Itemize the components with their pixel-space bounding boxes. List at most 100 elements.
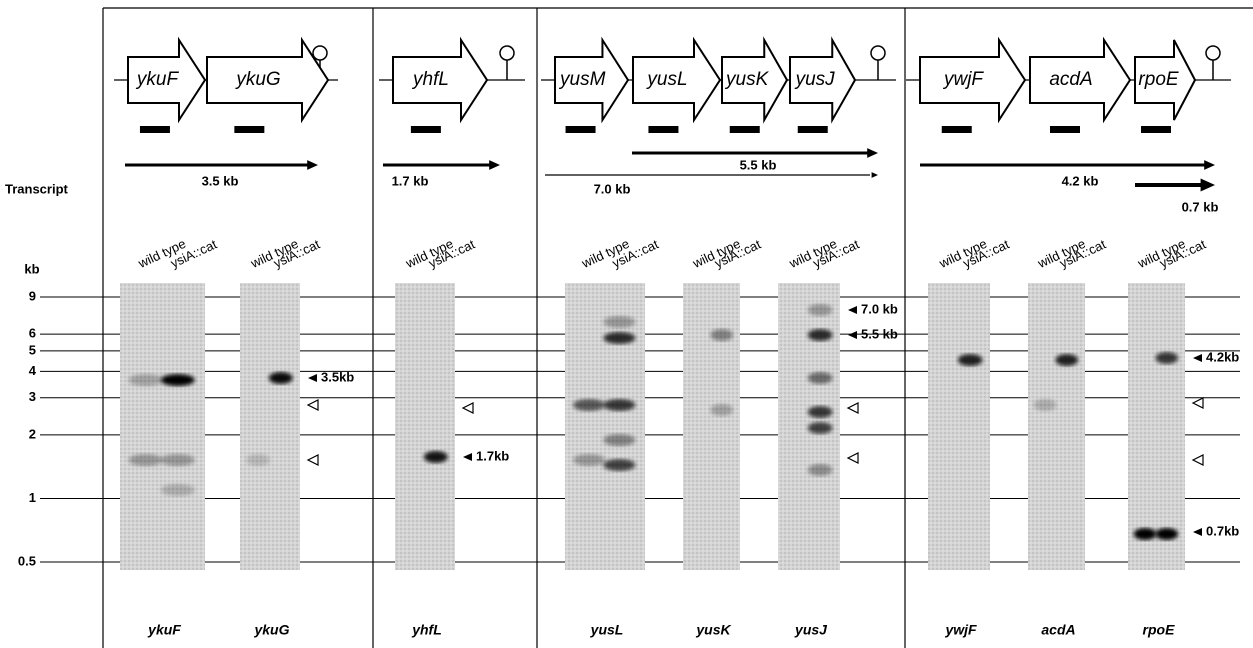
band xyxy=(573,454,605,466)
band xyxy=(1055,354,1078,366)
transcript-head xyxy=(872,172,878,178)
blot-label: ywjF xyxy=(944,622,977,638)
open-marker xyxy=(848,403,858,413)
size-tick-label: 2 xyxy=(29,426,36,441)
transcript-head xyxy=(307,160,318,170)
band xyxy=(603,316,635,328)
band xyxy=(1155,352,1178,364)
blot xyxy=(928,283,990,570)
gene-label: acdA xyxy=(1049,69,1092,90)
blot xyxy=(1028,283,1085,570)
terminator-loop xyxy=(1206,46,1220,60)
terminator-loop xyxy=(871,46,885,60)
band xyxy=(710,404,733,416)
band-label: 4.2kb xyxy=(1206,349,1239,364)
lane-label: ysiA::cat xyxy=(961,236,1012,271)
probe-bar xyxy=(566,126,596,133)
band-marker xyxy=(1193,528,1202,536)
probe-bar xyxy=(411,126,441,133)
transcript-head xyxy=(867,148,878,158)
probe-bar xyxy=(234,126,264,133)
band-marker xyxy=(848,331,857,339)
axis-title: kb xyxy=(24,261,39,276)
blot-label: yusK xyxy=(695,622,731,638)
band xyxy=(246,454,270,466)
open-marker xyxy=(308,455,318,465)
blot-label: acdA xyxy=(1041,622,1075,638)
blot xyxy=(1128,283,1185,570)
band xyxy=(603,399,635,411)
size-tick-label: 0.5 xyxy=(18,553,36,568)
transcript-label: 5.5 kb xyxy=(740,157,777,172)
size-tick-label: 5 xyxy=(29,342,36,357)
gene-label: yhfL xyxy=(411,69,449,90)
figure: Transcript kb 96543210.5ykuFykuG3.5 kbwi… xyxy=(0,0,1253,648)
gene-label: ykuG xyxy=(234,69,280,90)
band xyxy=(269,372,293,384)
band-marker xyxy=(848,306,857,314)
open-marker xyxy=(463,403,473,413)
transcript-label: 4.2 kb xyxy=(1062,173,1099,188)
size-tick-label: 6 xyxy=(29,326,36,341)
band xyxy=(161,484,195,496)
band-marker xyxy=(1193,354,1202,362)
band xyxy=(129,374,163,386)
band-marker xyxy=(463,453,472,461)
band xyxy=(958,354,983,366)
gene-label: ykuF xyxy=(135,69,180,90)
band xyxy=(710,329,733,341)
blot-label: yusJ xyxy=(794,622,828,638)
band xyxy=(808,304,833,316)
blot xyxy=(683,283,740,570)
transcript-label: 3.5 kb xyxy=(202,173,239,188)
band xyxy=(129,454,163,466)
band-label: 5.5 kb xyxy=(861,326,898,341)
open-marker xyxy=(1193,455,1203,465)
band xyxy=(808,406,833,418)
band xyxy=(573,399,605,411)
size-tick-label: 9 xyxy=(29,288,36,303)
band-label: 3.5kb xyxy=(321,369,354,384)
gene-label: yusJ xyxy=(794,69,836,90)
band xyxy=(808,422,833,434)
probe-bar xyxy=(1141,126,1171,133)
band xyxy=(161,374,195,386)
band xyxy=(603,434,635,446)
terminator-loop xyxy=(313,46,327,60)
band xyxy=(1134,528,1157,540)
open-marker xyxy=(308,400,318,410)
band xyxy=(1155,528,1178,540)
band xyxy=(808,464,833,476)
blot xyxy=(395,283,455,570)
open-marker xyxy=(1193,398,1203,408)
blot xyxy=(240,283,300,570)
probe-bar xyxy=(140,126,170,133)
band xyxy=(808,372,833,384)
probe-bar xyxy=(648,126,678,133)
band xyxy=(603,459,635,471)
band xyxy=(808,329,833,341)
gene-label: yusM xyxy=(558,69,606,90)
blot-label: ykuG xyxy=(253,622,289,638)
band xyxy=(1034,399,1057,411)
probe-bar xyxy=(942,126,972,133)
blot xyxy=(565,283,645,570)
band xyxy=(424,451,448,463)
band xyxy=(161,454,195,466)
size-tick-label: 1 xyxy=(29,490,36,505)
probe-bar xyxy=(1050,126,1080,133)
gene-label: ywjF xyxy=(942,69,984,90)
terminator-loop xyxy=(500,46,514,60)
band-label: 1.7kb xyxy=(476,448,509,463)
row-label: Transcript xyxy=(5,181,69,196)
blot xyxy=(120,283,205,570)
blot-label: yusL xyxy=(590,622,624,638)
band xyxy=(603,332,635,344)
band-label: 7.0 kb xyxy=(861,301,898,316)
transcript-head xyxy=(1204,160,1215,170)
blot-label: rpoE xyxy=(1143,622,1176,638)
gene-label: yusL xyxy=(645,69,687,90)
size-tick-label: 3 xyxy=(29,389,36,404)
blot-label: yhfL xyxy=(411,622,442,638)
band-label: 0.7kb xyxy=(1206,523,1239,538)
